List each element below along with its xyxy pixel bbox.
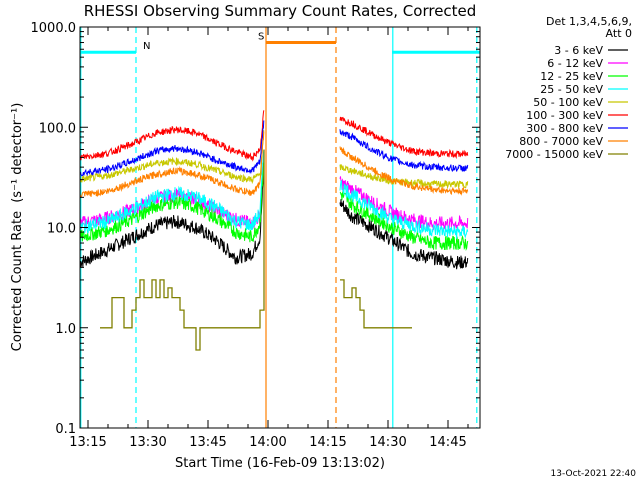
- y-tick-label-0: 0.1: [55, 422, 76, 437]
- series-5-after: [339, 116, 469, 160]
- status-bar-label-0: N: [143, 41, 150, 52]
- series-6-after: [339, 129, 469, 173]
- series-4-after: [339, 164, 469, 190]
- x-tick-label-3: 14:00: [249, 435, 286, 450]
- x-tick-label-5: 14:30: [369, 435, 406, 450]
- legend-label-2: 12 - 25 keV: [540, 70, 603, 83]
- legend-label-0: 3 - 6 keV: [554, 44, 603, 57]
- series-4-before: [79, 130, 265, 185]
- series-2-before: [79, 151, 265, 243]
- legend-label-6: 300 - 800 keV: [526, 122, 603, 135]
- series-3-before: [79, 150, 265, 234]
- y-tick-label-2: 10.0: [47, 222, 76, 237]
- y-axis-label-group: Corrected Count Rate (s⁻¹ detector⁻¹): [10, 103, 25, 352]
- series-8-before: [100, 149, 265, 351]
- y-axis-units: (s⁻¹ detector⁻¹): [10, 103, 25, 203]
- series-7-after: [339, 146, 469, 196]
- x-tick-label-6: 14:45: [429, 435, 466, 450]
- y-axis-label: Corrected Count Rate: [10, 211, 25, 351]
- legend-label-7: 800 - 7000 keV: [519, 135, 603, 148]
- legend-label-3: 25 - 50 keV: [540, 83, 603, 96]
- axes: 0.1 1.0 10.0 100.0 1000.0 13:15 13:30 13:45 14:0…: [31, 21, 481, 450]
- status-bar-label-2: S: [258, 32, 264, 43]
- x-tick-label-4: 14:15: [309, 435, 346, 450]
- series-5-before: [79, 110, 265, 162]
- y-tick-label-4: 1000.0: [31, 21, 77, 36]
- series-8-after: [340, 279, 412, 329]
- x-tick-label-0: 13:15: [69, 435, 106, 450]
- legend-header-1: Att 0: [606, 27, 632, 40]
- x-axis-label: Start Time (16-Feb-09 13:13:02): [175, 456, 385, 471]
- series-0-after: [339, 199, 469, 270]
- x-tick-label-2: 13:45: [189, 435, 226, 450]
- legend-label-8: 7000 - 15000 keV: [505, 148, 603, 161]
- legend-header-0: Det 1,3,4,5,6,9,: [546, 15, 632, 28]
- series-6-before: [79, 120, 265, 177]
- legend-label-1: 6 - 12 keV: [547, 57, 603, 70]
- footer-date: 13-Oct-2021 22:40: [551, 469, 637, 479]
- legend-label-5: 100 - 300 keV: [526, 109, 603, 122]
- series-0-before: [79, 166, 265, 268]
- legend-label-4: 50 - 100 keV: [533, 96, 603, 109]
- series-3-after: [339, 179, 469, 239]
- series-7-before: [79, 131, 265, 198]
- plot-area: NS: [79, 27, 480, 428]
- y-tick-label-3: 100.0: [39, 121, 76, 136]
- chart-title: RHESSI Observing Summary Count Rates, Co…: [84, 2, 477, 20]
- svg-text:Corrected Count Rate (s⁻: Corrected Count Rate (s⁻¹ detector⁻¹): [10, 103, 25, 352]
- y-tick-label-1: 1.0: [55, 322, 76, 337]
- x-tick-label-1: 13:30: [129, 435, 166, 450]
